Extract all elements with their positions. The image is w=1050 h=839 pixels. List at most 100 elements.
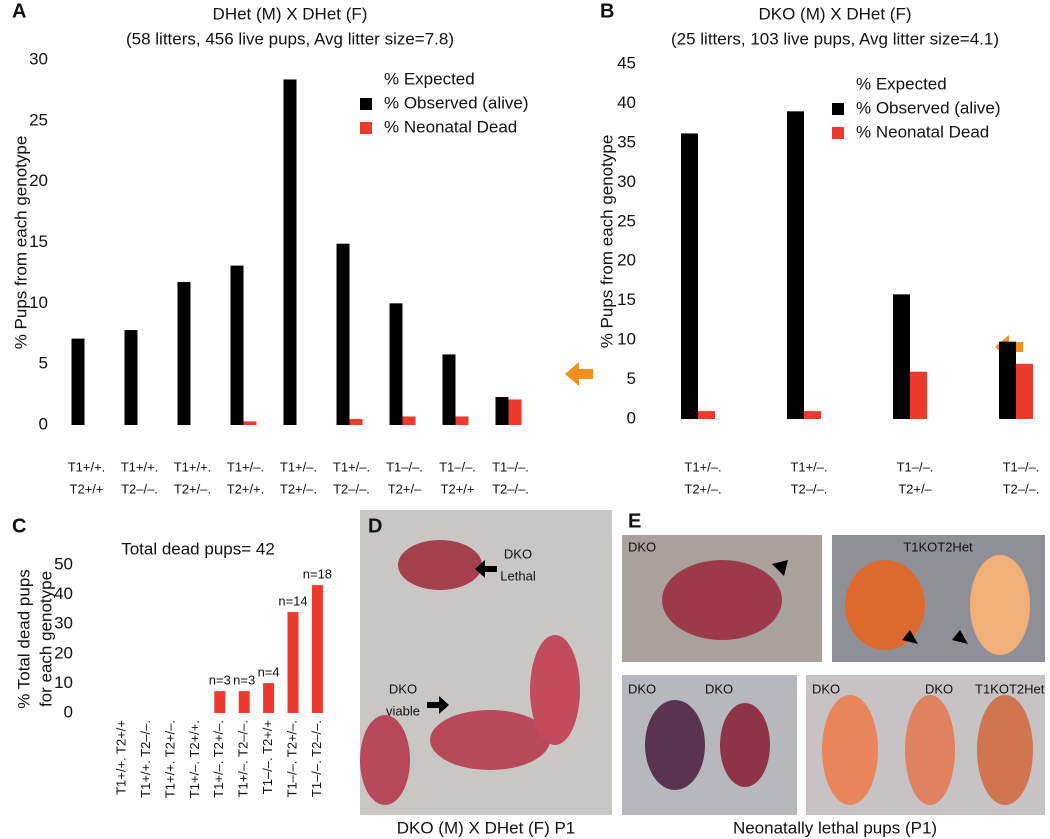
y-axis-label: % Pups from each genotype [11, 136, 30, 350]
bar [311, 585, 323, 713]
pup [977, 695, 1033, 805]
bar [910, 371, 927, 419]
x-tick-label: T1+/+. [68, 459, 106, 474]
photo-label: DKO [628, 681, 656, 696]
x-tick-label: T1–/–. T2–/–. [309, 720, 324, 797]
legend-swatch [360, 122, 372, 134]
x-tick-label: T1+/+. [174, 459, 212, 474]
arrowhead [952, 630, 968, 644]
x-tick-label: T1–/–. [492, 459, 529, 474]
y-tick-label: 45 [617, 53, 636, 72]
panel-letter: A [12, 0, 26, 22]
photo-label: DKO [812, 681, 840, 696]
photo-label: DKO [925, 681, 953, 696]
bar [787, 111, 804, 419]
legend-label: % Expected [384, 69, 475, 88]
photo-label: Lethal [500, 568, 536, 583]
x-tick-label: T1+/–. [227, 459, 264, 474]
y-axis-label: % Total dead pups [14, 569, 33, 709]
y-tick-label: 20 [54, 643, 73, 662]
pup [822, 695, 878, 805]
pup [530, 635, 580, 745]
bar [243, 421, 257, 425]
chart-subtitle: (25 litters, 103 live pups, Avg litter s… [671, 29, 999, 48]
arrowhead [772, 560, 788, 576]
bar [124, 330, 138, 425]
legend-label: % Observed (alive) [856, 98, 1001, 117]
pup [645, 700, 705, 790]
x-tick-label: T2–/–. [333, 481, 370, 496]
legend-label: % Expected [856, 74, 947, 93]
x-tick-label: T1–/–. T2+/+ [260, 720, 275, 794]
panel-letter: D [368, 515, 382, 537]
y-tick-label: 20 [617, 251, 636, 270]
y-tick-label: 0 [64, 702, 73, 721]
y-axis-label: % Pups from each genotype [597, 135, 616, 349]
panel-letter: B [600, 0, 614, 22]
x-tick-label: T2+/–. [280, 481, 317, 496]
y-tick-label: 40 [54, 584, 73, 603]
x-tick-label: T1+/+. T2+/+ [114, 720, 129, 795]
bar [698, 411, 715, 419]
y-tick-label: 15 [29, 232, 48, 251]
bar [893, 294, 910, 419]
photos [360, 335, 1045, 815]
panel-letter: E [628, 510, 641, 532]
y-tick-label: 30 [617, 172, 636, 191]
pup [845, 560, 925, 650]
legend-swatch [360, 74, 372, 86]
bar-label: n=3 [233, 673, 255, 688]
bar [495, 397, 509, 425]
legend-swatch [832, 79, 844, 91]
bar-label: n=3 [209, 673, 231, 688]
y-tick-label: 25 [29, 110, 48, 129]
x-tick-label: T1–/–. T2+/–. [284, 720, 299, 797]
x-tick-label: T2–/–. [492, 481, 529, 496]
pup [360, 715, 410, 805]
arrow [427, 696, 449, 714]
x-tick-label: T1+/–. [333, 459, 370, 474]
legend-swatch [360, 98, 372, 110]
bar [287, 612, 299, 713]
x-tick-label: T1+/–. [684, 459, 721, 474]
x-tick-label: T2+/– [898, 481, 932, 496]
bar [71, 338, 85, 425]
bar [1016, 363, 1033, 419]
y-tick-label: 10 [54, 673, 73, 692]
pup [430, 710, 550, 770]
chart-title: Total dead pups= 42 [121, 539, 275, 558]
photo-label: T1KOT2Het [975, 681, 1045, 696]
bar-label: n=18 [303, 567, 332, 582]
bar [455, 416, 469, 425]
x-tick-label: T1+/+. T2+/–. [162, 720, 177, 798]
bar [402, 416, 416, 425]
y-tick-label: 5 [627, 369, 636, 388]
x-tick-label: T2–/–. [1003, 481, 1040, 496]
bar [681, 133, 698, 419]
x-tick-label: T2+/– [388, 481, 422, 496]
pup [720, 703, 770, 787]
chart-title: DKO (M) X DHet (F) [759, 4, 912, 23]
arrowhead [902, 630, 918, 644]
chart-title: DHet (M) X DHet (F) [213, 4, 368, 23]
pup [970, 555, 1030, 655]
x-tick-label: T1–/–. [386, 459, 423, 474]
y-tick-label: 40 [617, 93, 636, 112]
bar [283, 79, 297, 425]
bar-label: n=14 [278, 594, 307, 609]
photo-label: DKO [389, 681, 417, 696]
photo-label: DKO [628, 539, 656, 554]
bar [999, 341, 1016, 419]
y-tick-label: 15 [617, 290, 636, 309]
bar [349, 418, 363, 425]
y-tick-label: 5 [39, 354, 48, 373]
photo-label: DKO [705, 681, 733, 696]
x-tick-label: T2+/+ [441, 481, 475, 496]
pup [905, 695, 955, 805]
x-tick-label: T2+/+ [70, 481, 104, 496]
photo-label: viable [386, 703, 420, 718]
y-tick-label: 30 [29, 49, 48, 68]
y-tick-label: 50 [54, 554, 73, 573]
bar [336, 243, 350, 425]
x-tick-label: T1–/–. [897, 459, 934, 474]
